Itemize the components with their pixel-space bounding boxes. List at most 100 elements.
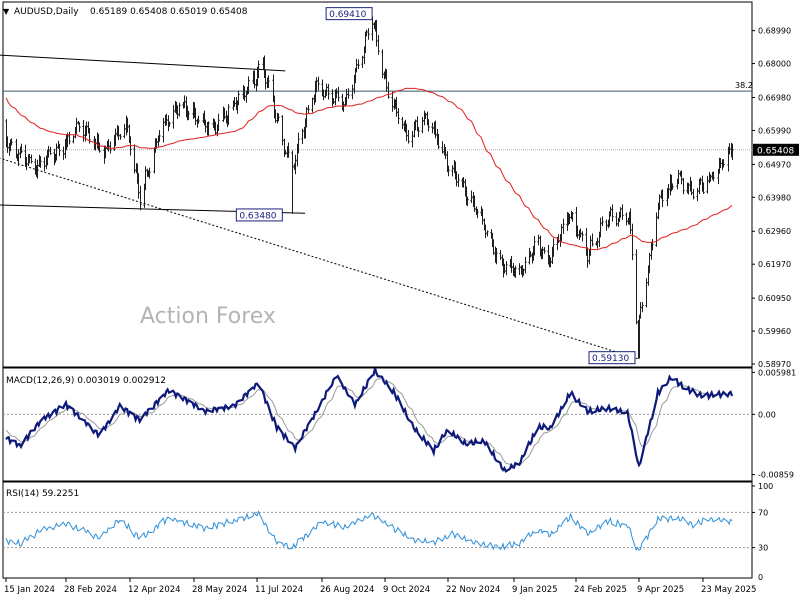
date-tick-label: 9 Jan 2025 [512,585,558,595]
candle [82,120,85,142]
candle [576,225,579,239]
candle [6,136,9,153]
candle [401,116,404,130]
price-panel: 38.2 0.69410 0.63480 0.59130 [0,7,753,365]
date-tick-label: 15 Jan 2024 [4,585,55,595]
rsi-panel-title: RSI(14) 59.2251 [6,489,79,499]
rsi-tick-label: 100 [758,482,773,491]
panel-frame-0 [2,1,753,368]
candle [599,217,602,238]
candle [560,223,563,242]
date-tick-label: 28 Feb 2024 [64,585,117,595]
candle [281,115,284,146]
annotation-label: 0.63480 [239,211,276,221]
price-tick-label: 0.66980 [758,93,791,102]
candle [204,119,207,133]
candle [571,212,574,222]
candle [287,142,290,158]
candle [651,238,654,251]
candle [451,165,454,177]
candle [264,69,267,90]
candle [267,75,270,88]
price-annotation: 0.63480 [235,208,283,222]
candle [253,70,256,89]
candle [648,252,651,274]
axes: 0.68990 0.68000 0.66980 0.65990 0.64970 0.639… [4,27,799,595]
candle [10,138,13,146]
candle [137,173,140,199]
candle [397,108,400,125]
candle [466,196,469,206]
candle [155,138,158,149]
date-tick-label: 12 Apr 2024 [128,585,181,595]
candle [247,76,250,94]
candle [126,117,129,133]
candle [114,128,117,147]
candle [470,190,473,203]
candle [537,234,540,246]
candle [639,302,642,319]
candle [307,105,310,114]
macd-line [5,367,734,473]
candle [696,187,699,202]
candle [447,165,450,177]
candle [327,83,330,100]
macd-signal-line [5,378,733,467]
candle [62,146,65,160]
annotation-label: 0.59130 [592,354,629,364]
date-tick-label: 23 May 2025 [701,585,756,595]
price-tick-label: 0.68990 [758,27,791,36]
candle [621,204,624,221]
ohlc-readout: 0.65189 0.65408 0.65019 0.65408 [90,7,248,17]
macd-tick-label: 0.00 [758,410,776,419]
candle [615,212,618,227]
price-annotation: 0.69410 [325,7,373,21]
candle [457,173,460,187]
candle [510,256,513,273]
candle [611,204,614,222]
price-tick-label: 0.64970 [758,160,791,169]
candle [505,261,508,276]
candle [476,208,479,219]
candle [552,238,555,257]
candle [579,228,582,238]
candle [481,208,484,225]
candles [5,16,734,359]
candle [427,119,430,132]
candle [337,86,340,102]
price-tick-label: 0.59960 [758,327,791,336]
candle [543,247,546,254]
candle [486,230,489,237]
candle [168,121,171,127]
candle [162,117,165,143]
candle [589,235,592,257]
candle [176,105,179,119]
candle [411,130,414,148]
macd-tick-label: -0.00859 [758,471,794,480]
candle [107,138,110,152]
candle [661,189,664,208]
moving-average-line [5,87,733,251]
candle [68,131,71,145]
candle [47,145,50,158]
candle [172,105,175,129]
chart-menu-icon[interactable]: ▼ [3,7,10,16]
candle [434,120,437,139]
date-tick-label: 24 Feb 2025 [574,585,627,595]
candle [187,110,190,120]
candle [414,119,417,131]
candle [437,133,440,149]
candle [377,34,380,55]
candle [407,129,410,144]
candle [562,218,565,234]
candle [692,188,695,200]
candle [709,174,712,182]
rsi-panel [3,510,752,551]
macd-tick-label: 0.005981 [758,368,796,377]
candle [444,146,447,160]
macd-panel-title: MACD(12,26,9) 0.003019 0.002912 [6,376,166,386]
candle [227,104,230,126]
candle [514,265,517,278]
candle [277,113,280,122]
candle [731,143,734,161]
